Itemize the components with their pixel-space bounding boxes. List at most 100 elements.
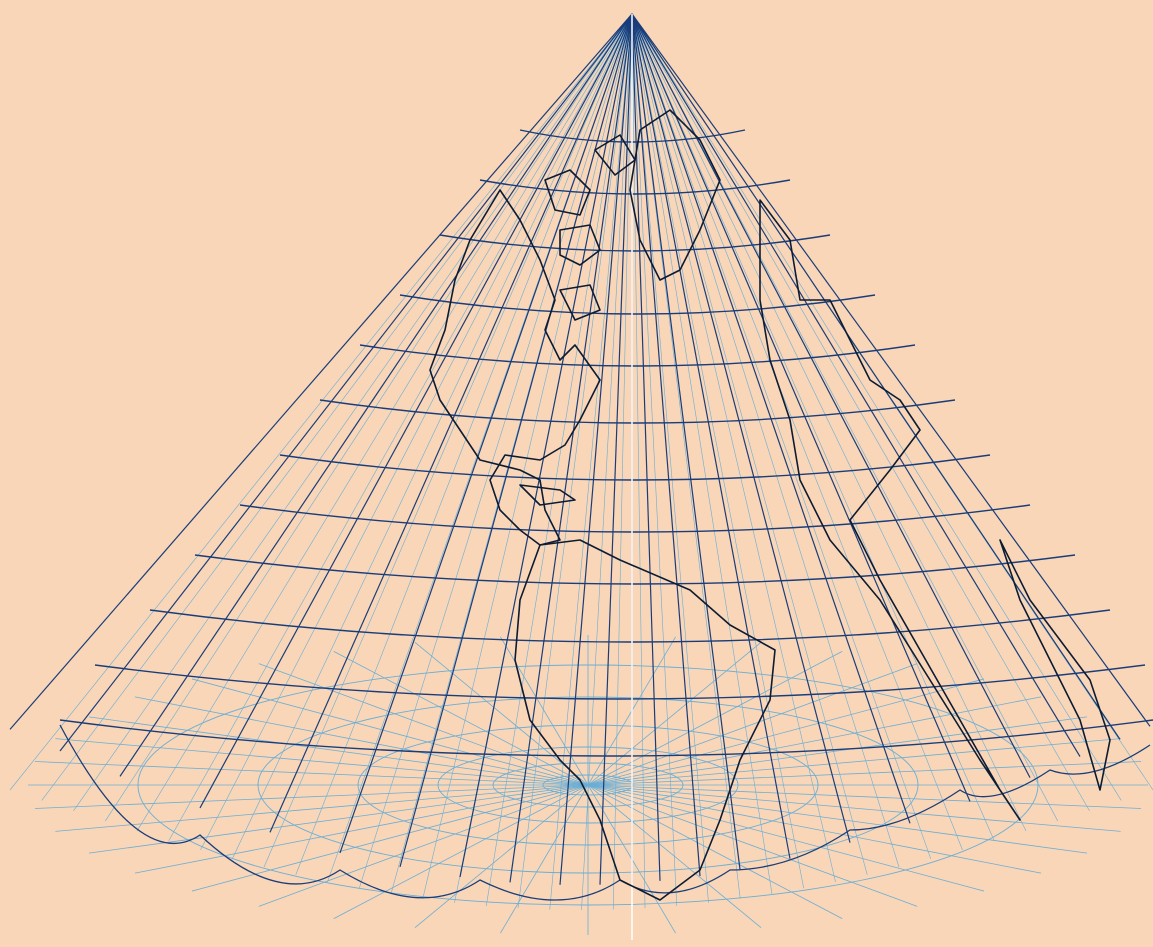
coastline	[559, 284, 601, 321]
lattice-fan	[41, 13, 633, 801]
lattice-fan	[631, 13, 995, 841]
meridian-line	[631, 13, 1081, 757]
lattice-ray	[258, 784, 589, 907]
lattice-fan	[631, 13, 963, 851]
lattice-fan	[631, 13, 1090, 811]
lattice-fan	[9, 13, 633, 791]
lattice-fan	[200, 13, 633, 851]
coastline	[429, 189, 601, 546]
meridian-line	[509, 13, 633, 883]
lattice-fan	[104, 13, 633, 822]
lattice-ring	[437, 746, 739, 824]
meridian-line	[631, 13, 791, 859]
lattice-fan	[631, 13, 1059, 822]
lattice-fan	[631, 13, 868, 875]
lattice-ray	[587, 784, 1042, 874]
lattice-fan	[136, 13, 633, 832]
lattice-fan	[73, 13, 633, 812]
meridian-line	[631, 13, 1151, 727]
meridian-line	[199, 13, 633, 809]
meridian-line	[119, 13, 633, 777]
coastline	[629, 109, 721, 281]
lattice-fan	[295, 13, 633, 875]
lattice-ray	[500, 784, 589, 934]
coastline	[519, 484, 576, 506]
lattice-ray	[587, 650, 843, 786]
parallel-line	[194, 554, 1076, 585]
lattice-ray	[333, 784, 589, 920]
parallel-line	[239, 504, 1031, 533]
lattice-ray	[587, 761, 1142, 786]
graticule-apex-meridians	[9, 13, 1151, 940]
coastline	[999, 539, 1111, 791]
lattice-ray	[134, 784, 589, 874]
lattice-ray	[587, 696, 1042, 786]
coastline	[544, 169, 591, 216]
lattice-ring	[137, 664, 1039, 906]
meridian-line	[559, 13, 633, 885]
lattice-fan	[263, 13, 633, 868]
lattice-ray	[34, 784, 589, 809]
lattice-fan	[168, 13, 633, 841]
lattice-ring	[257, 696, 919, 874]
parallel-line	[399, 294, 876, 315]
lattice-ray	[333, 650, 589, 786]
meridian-line	[339, 13, 633, 854]
lattice-ray	[587, 678, 985, 786]
meridian-line	[631, 13, 741, 870]
meridian-line	[631, 13, 661, 881]
lattice-ray	[191, 784, 589, 892]
lattice-fan	[422, 13, 633, 899]
coastline	[514, 539, 776, 901]
parallel-line	[479, 179, 791, 195]
meridian-line	[631, 13, 1121, 740]
meridian-line	[631, 13, 1031, 778]
coastlines	[429, 109, 1111, 901]
parallel-line	[319, 399, 956, 424]
meridian-line	[631, 13, 701, 877]
lattice-fan	[631, 13, 1027, 832]
lattice-fan	[631, 13, 805, 889]
lattice-ray	[134, 696, 589, 786]
lattice-ring	[357, 724, 819, 846]
meridian-line	[269, 13, 633, 833]
meridian-line	[599, 13, 633, 885]
lattice-fan	[485, 13, 633, 906]
coastline	[559, 224, 601, 266]
lattice-ray	[88, 784, 589, 854]
lattice-fan	[631, 13, 900, 868]
parallel-line	[59, 719, 1153, 757]
lattice-ray	[587, 784, 843, 920]
lattice-fan	[612, 13, 633, 910]
parallel-line	[149, 609, 1111, 643]
lattice-fan	[581, 13, 633, 911]
meridian-line	[399, 13, 633, 868]
parallel-line	[279, 454, 991, 481]
lattice-fan	[631, 13, 932, 859]
lattice-ray	[191, 678, 589, 786]
lattice-ray	[258, 663, 589, 786]
lattice-fan	[549, 13, 633, 910]
lattice-fan	[631, 13, 836, 882]
coastline	[759, 199, 1021, 821]
lattice-ring	[492, 762, 684, 808]
lattice-fan	[631, 13, 773, 894]
lattice-fan	[517, 13, 633, 909]
meridian-line	[631, 13, 911, 824]
lattice-ray	[587, 784, 918, 907]
coastline	[594, 134, 636, 176]
parallel-line	[94, 664, 1146, 700]
meridian-line	[9, 13, 633, 730]
parallel-line	[439, 234, 831, 252]
lattice-fan	[631, 13, 1122, 801]
lattice-ray	[88, 716, 589, 786]
meridian-line	[59, 13, 633, 752]
meridian-line	[631, 13, 971, 802]
lattice-ray	[414, 642, 589, 786]
meridian-line	[631, 13, 851, 843]
meridian-line	[459, 13, 633, 878]
lattice-ray	[587, 642, 762, 786]
lattice-fan	[358, 13, 633, 889]
lattice-fan	[631, 13, 678, 906]
